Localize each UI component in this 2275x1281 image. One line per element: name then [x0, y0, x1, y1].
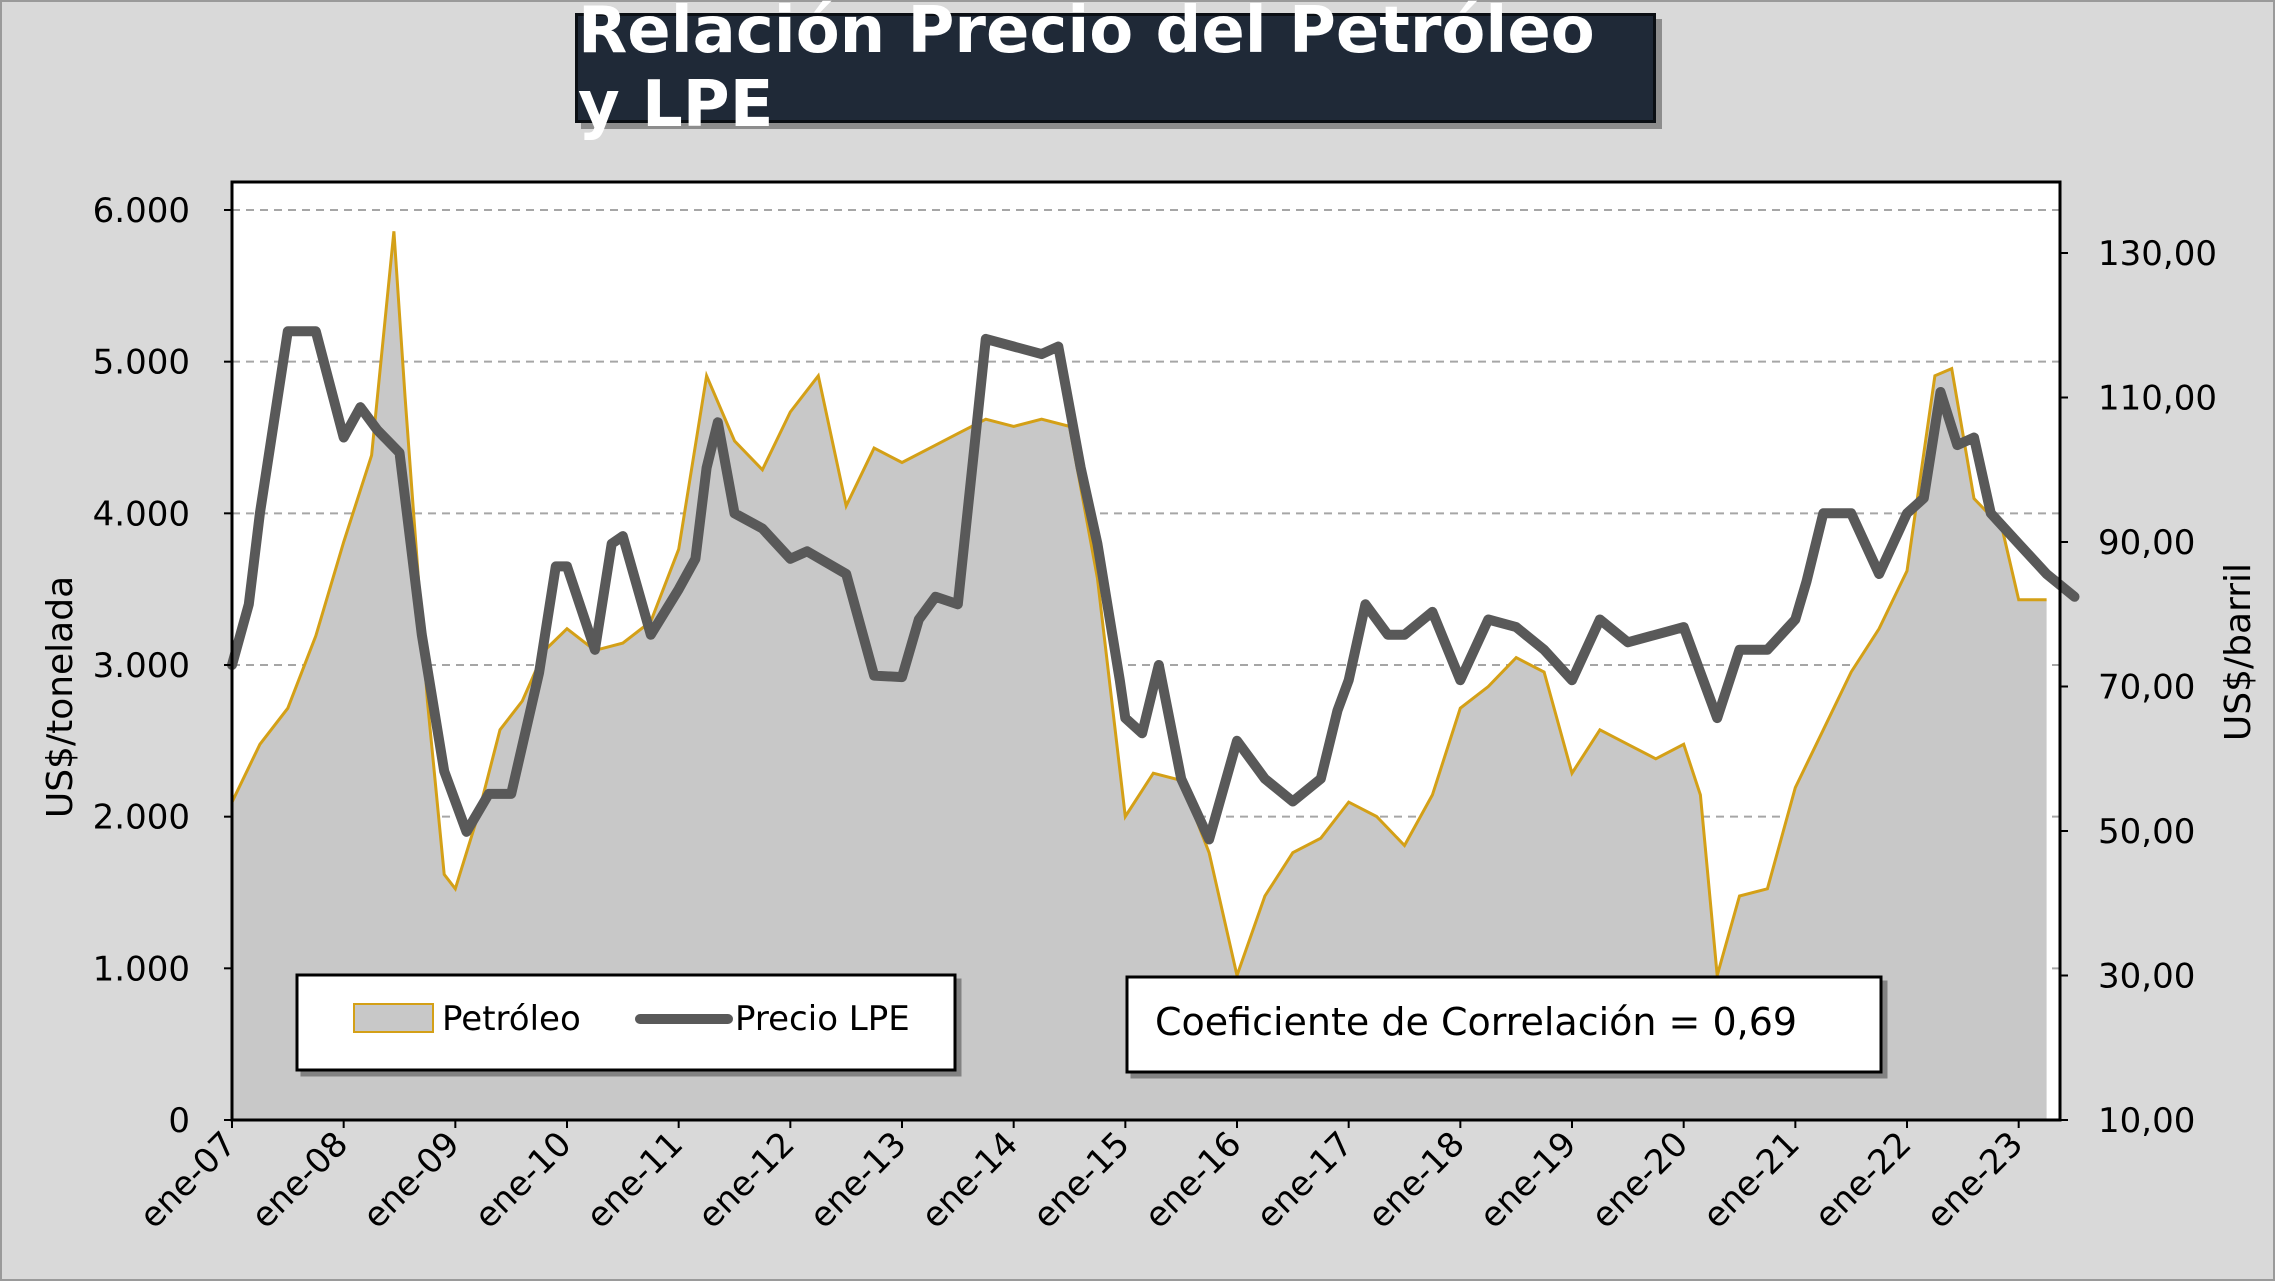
left-tick-label: 6.000 [93, 191, 190, 231]
x-tick-label: ene-21 [1695, 1124, 1807, 1236]
left-tick-label: 3.000 [93, 646, 190, 686]
correlation-box [1125, 975, 1883, 1074]
series-petroleo [230, 231, 2047, 1121]
left-axis-ticks: 0 1.000 2.000 3.000 4.000 5.000 6.000 [93, 191, 232, 1141]
left-tick-label: 5.000 [93, 343, 190, 383]
x-tick-label: ene-16 [1137, 1124, 1249, 1236]
right-tick-label: 110,00 [2098, 379, 2217, 419]
right-tick-label: 70,00 [2098, 668, 2195, 708]
x-tick-label: ene-19 [1472, 1124, 1584, 1236]
x-tick-label: ene-23 [1919, 1124, 2031, 1236]
right-tick-label: 50,00 [2098, 812, 2195, 852]
x-tick-label: ene-11 [579, 1124, 691, 1236]
precio-lpe-line [227, 326, 2080, 845]
legend: Petróleo Precio LPE [295, 973, 957, 1072]
correlation-text: Coeficiente de Correlación = 0,69 [1155, 1000, 1797, 1044]
x-tick-label: ene-14 [914, 1124, 1026, 1236]
petroleo-area-fill [232, 231, 2047, 1121]
x-tick-label: ene-09 [355, 1124, 467, 1236]
right-tick-label: 10,00 [2098, 1101, 2195, 1141]
left-tick-label: 4.000 [93, 494, 190, 534]
x-tick-label: ene-12 [690, 1124, 802, 1236]
x-tick-label: ene-18 [1360, 1124, 1472, 1236]
left-tick-label: 0 [168, 1101, 190, 1141]
x-tick-label: ene-13 [802, 1124, 914, 1236]
legend-label-petroleo: Petróleo [442, 999, 581, 1039]
x-tick-label: ene-10 [467, 1124, 579, 1236]
right-tick-label: 130,00 [2098, 234, 2217, 274]
right-axis-title: US$/barril [2218, 563, 2259, 741]
plot-border [230, 180, 2062, 1122]
x-tick-label: ene-22 [1807, 1124, 1919, 1236]
x-tick-label: ene-08 [244, 1124, 356, 1236]
legend-label-lpe: Precio LPE [735, 999, 910, 1039]
right-axis-ticks: 10,00 30,00 50,00 70,00 90,00 110,00 130,00 [2060, 234, 2217, 1141]
chart-title: Relación Precio del Petróleo y LPE [578, 0, 1595, 142]
right-tick-label: 90,00 [2098, 523, 2195, 563]
x-tick-label: ene-15 [1025, 1124, 1137, 1236]
chart-title-box: Relación Precio del Petróleo y LPE [575, 0, 1656, 142]
x-tick-label: ene-17 [1249, 1124, 1361, 1236]
petroleo-area-line [230, 231, 2047, 981]
legend-swatch-petroleo [353, 1003, 434, 1033]
axes [230, 180, 2062, 1122]
x-axis-ticks: ene-07 ene-08 ene-09 ene-10 ene-11 ene-12 ene-… [132, 1120, 2031, 1236]
right-tick-label: 30,00 [2098, 957, 2195, 997]
left-axis-title: US$/tonelada [40, 576, 81, 818]
x-tick-label: ene-20 [1584, 1124, 1696, 1236]
correlation-annotation: Coeficiente de Correlación = 0,69 [1125, 975, 1883, 1074]
left-tick-label: 2.000 [93, 798, 190, 838]
left-tick-label: 1.000 [93, 949, 190, 989]
series-precio-lpe [227, 326, 2080, 845]
